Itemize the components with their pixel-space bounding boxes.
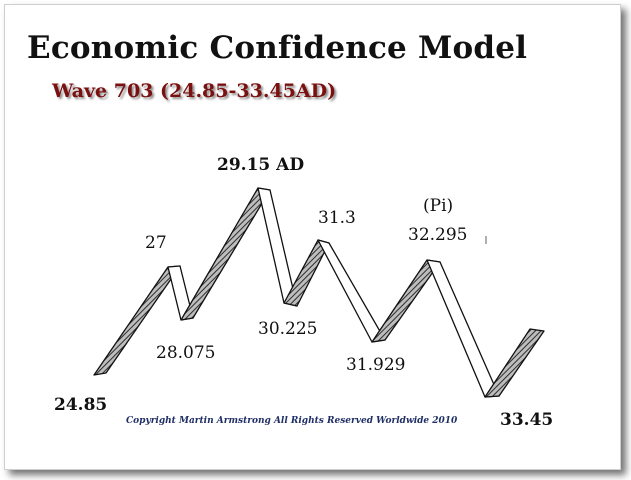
wave-subtitle: Wave 703 (24.85-33.45AD) <box>52 80 337 102</box>
label-31-929: 31.929 <box>346 355 405 375</box>
ribbon-down-2 <box>257 187 298 307</box>
label-24-85: 24.85 <box>54 395 107 415</box>
label-29-15-ad: 29.15 AD <box>217 155 304 175</box>
ribbon-up-4 <box>371 259 441 343</box>
label-pi: (Pi) <box>423 196 453 216</box>
diagram-frame <box>4 4 621 470</box>
ribbon-up-5 <box>484 328 545 398</box>
ribbon-up-3 <box>283 239 330 307</box>
label-28-075: 28.075 <box>156 343 215 363</box>
ribbon-down-4 <box>426 259 500 398</box>
label-30-225: 30.225 <box>258 319 317 339</box>
label-32-295: 32.295 <box>408 225 467 245</box>
copyright-notice: Copyright Martin Armstrong All Rights Re… <box>126 416 458 426</box>
label-27: 27 <box>145 233 167 253</box>
ribbon-up-2 <box>180 187 271 321</box>
label-33-45: 33.45 <box>500 410 553 430</box>
ribbon-down-3 <box>317 239 386 343</box>
label-31-3: 31.3 <box>318 208 356 228</box>
diagram-title: Economic Confidence Model <box>27 30 528 66</box>
